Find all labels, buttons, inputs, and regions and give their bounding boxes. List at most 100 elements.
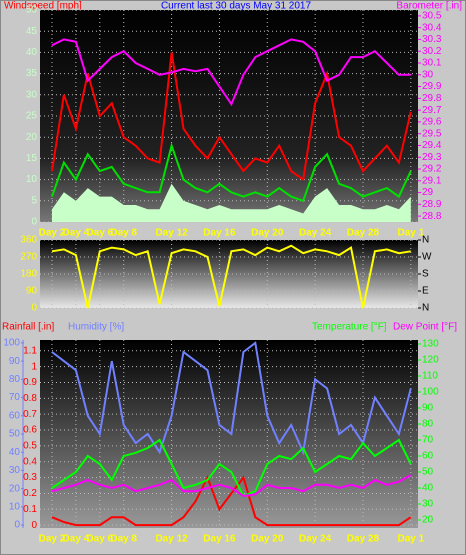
- y2-tick-label: 110: [422, 371, 438, 382]
- y3-tick-label: 40: [9, 447, 21, 458]
- x-tick-label: Day 12: [155, 534, 188, 545]
- y2-tick-label: 29.4: [422, 140, 442, 151]
- y-tick-label: 20: [26, 132, 38, 143]
- y-tick-label: 0: [31, 520, 37, 531]
- x-tick-label: Day 28: [347, 228, 380, 239]
- y-tick-label: 270: [20, 252, 37, 263]
- y2-tick-label: 80: [422, 419, 434, 430]
- y2-tick-label: 29.8: [422, 93, 442, 104]
- x-tick-label: Day 1: [397, 228, 424, 239]
- y3-tick-label: 100: [3, 338, 20, 349]
- x-tick-label: Day 4: [63, 228, 90, 239]
- y-tick-label: 25: [26, 111, 38, 122]
- y2-tick-label: 29: [422, 187, 434, 198]
- series-line: [51, 142, 412, 203]
- y3-tick-label: 20: [9, 483, 21, 494]
- x-tick-label: Day 1: [397, 534, 424, 545]
- y2-axis-label: Barometer [.in]: [396, 1, 462, 12]
- chart-title: Current last 30 days May 31 2017: [161, 1, 312, 12]
- series-line: [51, 52, 412, 182]
- y2-tick-label: 70: [422, 435, 434, 446]
- y2-tick-label: 50: [422, 467, 434, 478]
- y-tick-label: 180: [20, 269, 37, 280]
- x-tick-label: Day 8: [110, 228, 137, 239]
- y2-tick-label: 30.2: [422, 46, 442, 57]
- y2-tick-label: 20: [422, 515, 434, 526]
- y2-tick-label: 120: [422, 355, 439, 366]
- y-tick-label: 0.1: [23, 504, 37, 515]
- y-axis-label: Windspeed [mph]: [4, 1, 82, 12]
- y-tick-label: 360: [20, 235, 37, 246]
- y2-tick-label: 30.3: [422, 34, 442, 45]
- y2-tick-label: 29.2: [422, 164, 442, 175]
- y2-tick-label: E: [422, 286, 429, 297]
- plot-bg: [40, 10, 418, 222]
- y-tick-label: 90: [26, 286, 38, 297]
- y-tick-label: 0.8: [23, 393, 37, 404]
- y2-tick-label: 60: [422, 451, 434, 462]
- y-tick-label: 10: [26, 174, 38, 185]
- x-tick-label: Day 16: [203, 534, 236, 545]
- x-tick-label: Day 8: [110, 534, 137, 545]
- series-line: [51, 475, 412, 527]
- y2-tick-label: 30: [422, 499, 434, 510]
- y3-tick-label: 80: [9, 374, 21, 385]
- x-tick-label: Day 4: [63, 534, 90, 545]
- x-tick-label: Day 24: [299, 228, 332, 239]
- series-line: [51, 474, 412, 498]
- series-line: [51, 38, 411, 107]
- y-tick-label: 0.4: [23, 456, 37, 467]
- y-tick-label: 0.5: [23, 441, 37, 452]
- y2-tick-label: 29.9: [422, 81, 442, 92]
- y3-tick-label: 0: [14, 520, 20, 531]
- y2-tick-label: 30.1: [422, 58, 442, 69]
- y-tick-label: 1: [31, 361, 37, 372]
- x-tick-label: Day 20: [251, 228, 284, 239]
- x-tick-label: Day 2: [39, 534, 66, 545]
- y-tick-label: 0.9: [23, 377, 37, 388]
- y3-tick-label: 50: [9, 429, 21, 440]
- y-tick-label: 5: [31, 195, 37, 206]
- x-tick-label: Day 6: [86, 228, 113, 239]
- x-tick-label: Day 16: [203, 228, 236, 239]
- y2-tick-label: 30: [422, 69, 434, 80]
- plot-bg: [40, 340, 418, 528]
- series-line: [51, 244, 411, 309]
- y-tick-label: 0.3: [23, 472, 37, 483]
- x-tick-label: Day 24: [299, 534, 332, 545]
- y3-tick-label: 30: [9, 465, 21, 476]
- legend-entry: Temperature [°F]: [312, 322, 387, 333]
- y-tick-label: 0.6: [23, 425, 37, 436]
- y-tick-label: 0: [31, 217, 37, 228]
- y3-tick-label: 70: [9, 392, 21, 403]
- legend-entry: Rainfall [.in]: [2, 322, 54, 333]
- series-line: [51, 438, 412, 498]
- area: [51, 183, 411, 222]
- legend-entry: Dew Point [°F]: [393, 322, 457, 333]
- y2-tick-label: W: [422, 252, 432, 263]
- y-tick-label: 0.2: [23, 488, 37, 499]
- y-tick-label: 0: [31, 303, 37, 314]
- y2-tick-label: 130: [422, 339, 439, 350]
- y3-tick-label: 90: [9, 356, 21, 367]
- y2-tick-label: 29.3: [422, 152, 442, 163]
- y2-tick-label: 90: [422, 403, 434, 414]
- x-tick-label: Day 12: [155, 228, 188, 239]
- series-line: [51, 341, 412, 456]
- y3-tick-label: 60: [9, 410, 21, 421]
- x-tick-label: Day 28: [347, 534, 380, 545]
- y2-tick-label: 29.6: [422, 117, 442, 128]
- y-tick-label: 0.7: [23, 409, 37, 420]
- y2-tick-label: 30.5: [422, 11, 442, 22]
- y2-tick-label: 100: [422, 387, 439, 398]
- y2-tick-label: 28.9: [422, 199, 442, 210]
- y-tick-label: 1.1: [23, 345, 37, 356]
- y-tick-label: 30: [26, 89, 38, 100]
- y2-tick-label: 40: [422, 483, 434, 494]
- y2-tick-label: S: [422, 269, 429, 280]
- y-tick-label: 40: [26, 47, 38, 58]
- y2-tick-label: 29.5: [422, 128, 442, 139]
- y2-tick-label: N: [422, 303, 429, 314]
